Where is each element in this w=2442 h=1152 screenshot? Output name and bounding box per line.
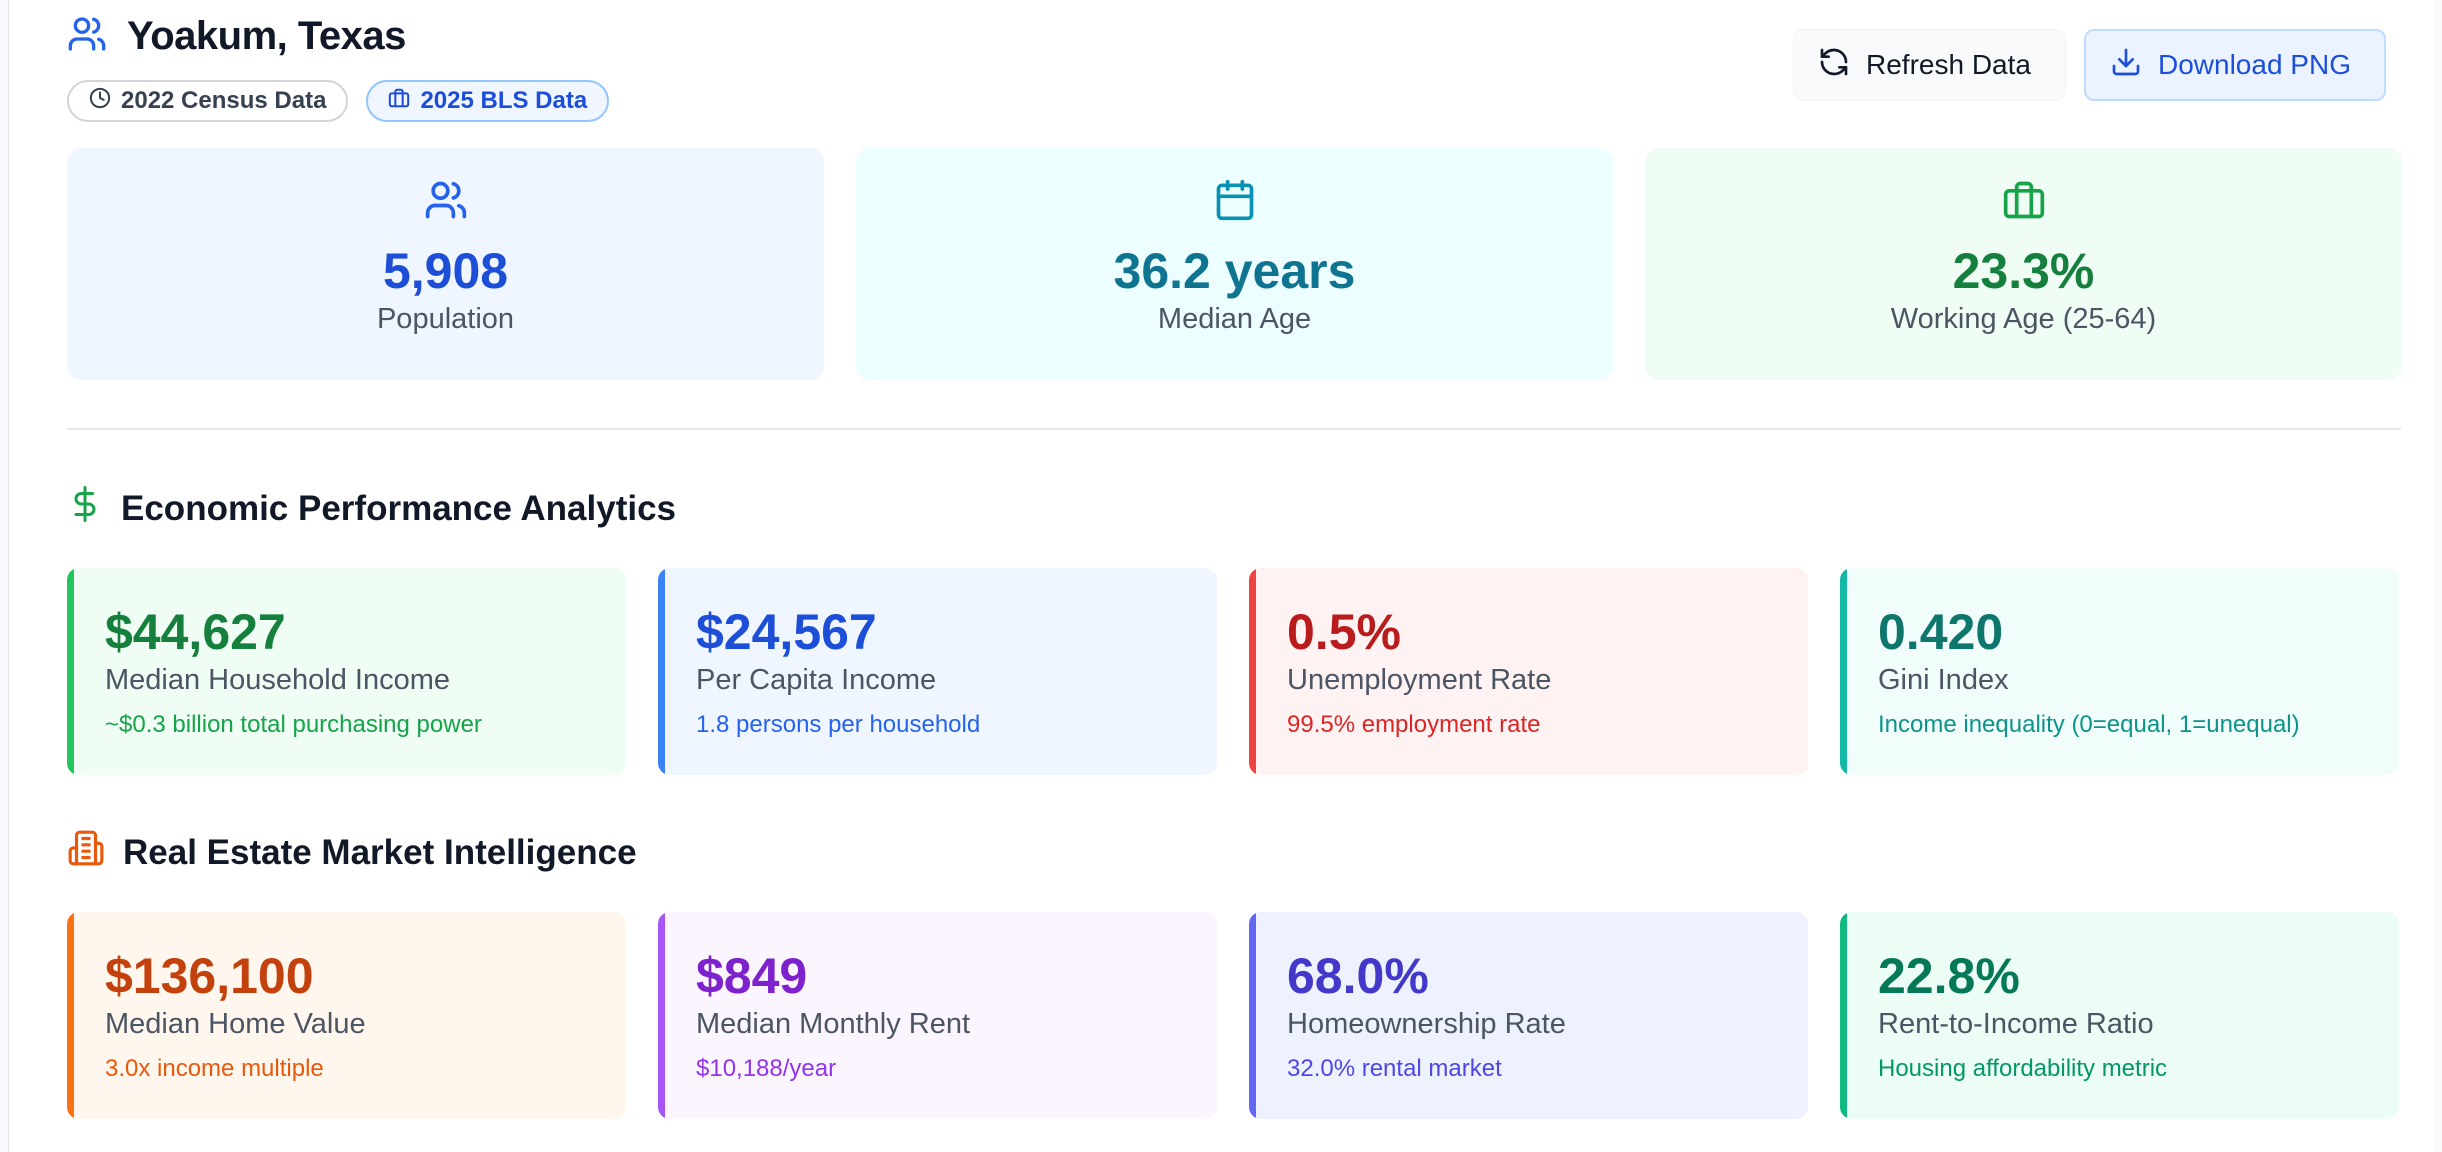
refresh-data-button[interactable]: Refresh Data bbox=[1793, 29, 2066, 101]
metric-label: Gini Index bbox=[1878, 664, 2009, 696]
briefcase-icon bbox=[388, 87, 410, 116]
metric-label: Median Household Income bbox=[105, 664, 450, 696]
metric-value: 22.8% bbox=[1878, 948, 2020, 1004]
metric-subtext: 3.0x income multiple bbox=[105, 1055, 324, 1082]
download-png-button[interactable]: Download PNG bbox=[2084, 29, 2386, 101]
metric-rent-to-income-ratio: 22.8% Rent-to-Income Ratio Housing affor… bbox=[1840, 912, 2399, 1119]
stat-working-age: 23.3% Working Age (25-64) bbox=[1645, 148, 2402, 380]
metric-subtext: ~$0.3 billion total purchasing power bbox=[105, 711, 482, 738]
metric-label: Unemployment Rate bbox=[1287, 664, 1552, 696]
page-title: Yoakum, Texas bbox=[127, 13, 406, 58]
dashboard-card: Yoakum, Texas 2022 Census Data 2025 BLS … bbox=[8, 0, 2434, 1152]
stat-value: 23.3% bbox=[1952, 243, 2095, 299]
users-icon bbox=[67, 14, 107, 59]
economic-section-label: Economic Performance Analytics bbox=[121, 488, 677, 528]
stat-value: 5,908 bbox=[382, 243, 509, 299]
briefcase-icon bbox=[2002, 178, 2046, 227]
metric-subtext: 32.0% rental market bbox=[1287, 1055, 1502, 1082]
refresh-icon bbox=[1818, 46, 1850, 85]
download-png-label: Download PNG bbox=[2158, 49, 2351, 80]
building-icon bbox=[67, 828, 105, 877]
metric-value: $24,567 bbox=[696, 604, 877, 660]
metric-median-monthly-rent: $849 Median Monthly Rent $10,188/year bbox=[658, 912, 1217, 1119]
metric-value: 0.420 bbox=[1878, 604, 2004, 660]
metric-homeownership-rate: 68.0% Homeownership Rate 32.0% rental ma… bbox=[1249, 912, 1808, 1119]
metric-subtext: 99.5% employment rate bbox=[1287, 711, 1541, 738]
real-estate-section-label: Real Estate Market Intelligence bbox=[123, 832, 637, 872]
stat-label: Working Age (25-64) bbox=[1890, 303, 2157, 335]
census-badge: 2022 Census Data bbox=[67, 80, 349, 122]
economic-metrics: $44,627 Median Household Income ~$0.3 bi… bbox=[67, 568, 2399, 775]
metric-value: 0.5% bbox=[1287, 604, 1401, 660]
metric-value: $44,627 bbox=[105, 604, 286, 660]
metric-subtext: Housing affordability metric bbox=[1878, 1055, 2168, 1082]
metric-label: Median Monthly Rent bbox=[696, 1008, 971, 1040]
metric-subtext: Income inequality (0=equal, 1=unequal) bbox=[1878, 711, 2300, 738]
bls-badge: 2025 BLS Data bbox=[366, 80, 610, 122]
metric-subtext: $10,188/year bbox=[696, 1055, 837, 1082]
stat-label: Population bbox=[376, 303, 515, 335]
download-icon bbox=[2110, 46, 2142, 85]
bls-badge-label: 2025 BLS Data bbox=[420, 87, 588, 114]
stat-median-age: 36.2 years Median Age bbox=[856, 148, 1613, 380]
dollar-icon bbox=[67, 484, 103, 533]
stat-value: 36.2 years bbox=[1113, 243, 1356, 299]
section-divider bbox=[67, 428, 2401, 430]
census-badge-label: 2022 Census Data bbox=[121, 87, 327, 114]
metric-subtext: 1.8 persons per household bbox=[696, 711, 981, 738]
metric-label: Homeownership Rate bbox=[1287, 1008, 1566, 1040]
data-source-badges: 2022 Census Data 2025 BLS Data bbox=[67, 80, 610, 122]
summary-stats: 5,908 Population 36.2 years Median Age 2… bbox=[67, 148, 2402, 380]
title-row: Yoakum, Texas bbox=[67, 14, 609, 58]
users-icon bbox=[424, 178, 468, 227]
metric-unemployment-rate: 0.5% Unemployment Rate 99.5% employment … bbox=[1249, 568, 1808, 775]
metric-label: Median Home Value bbox=[105, 1008, 366, 1040]
metric-value: $849 bbox=[696, 948, 808, 1004]
metric-per-capita-income: $24,567 Per Capita Income 1.8 persons pe… bbox=[658, 568, 1217, 775]
real-estate-section-title: Real Estate Market Intelligence bbox=[67, 828, 637, 877]
stat-population: 5,908 Population bbox=[67, 148, 824, 380]
real-estate-metrics: $136,100 Median Home Value 3.0x income m… bbox=[67, 912, 2399, 1119]
metric-gini-index: 0.420 Gini Index Income inequality (0=eq… bbox=[1840, 568, 2399, 775]
metric-label: Rent-to-Income Ratio bbox=[1878, 1008, 2154, 1040]
metric-value: $136,100 bbox=[105, 948, 314, 1004]
stat-label: Median Age bbox=[1157, 303, 1312, 335]
location-header: Yoakum, Texas 2022 Census Data 2025 BLS … bbox=[67, 14, 610, 122]
metric-median-household-income: $44,627 Median Household Income ~$0.3 bi… bbox=[67, 568, 626, 775]
header-actions: Refresh Data Download PNG bbox=[1793, 29, 2386, 101]
metric-label: Per Capita Income bbox=[696, 664, 937, 696]
refresh-data-label: Refresh Data bbox=[1866, 49, 2031, 80]
metric-value: 68.0% bbox=[1287, 948, 1429, 1004]
calendar-icon bbox=[1213, 178, 1257, 227]
economic-section-title: Economic Performance Analytics bbox=[67, 484, 676, 533]
clock-icon bbox=[89, 87, 111, 116]
metric-median-home-value: $136,100 Median Home Value 3.0x income m… bbox=[67, 912, 626, 1119]
